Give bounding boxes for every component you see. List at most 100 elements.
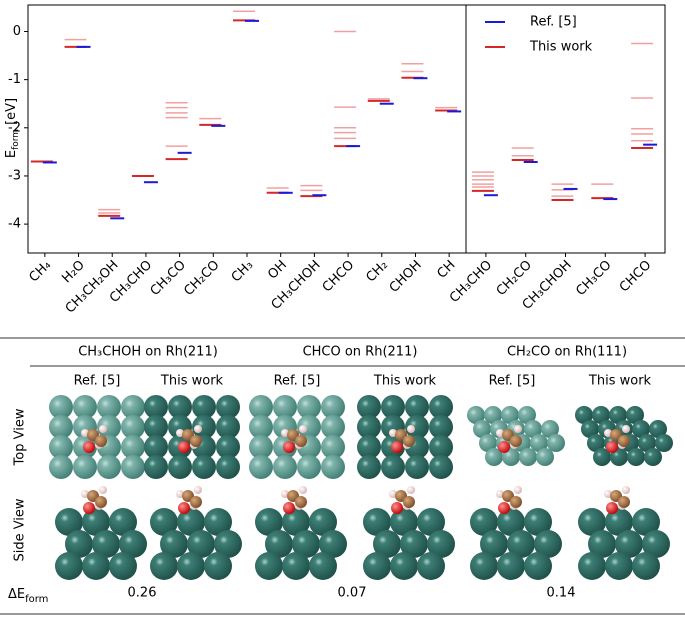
atom [510,435,522,447]
atom [204,508,232,536]
atom [194,486,202,494]
atom [49,395,73,419]
x-tick-label: CH₂CO [181,258,222,299]
atom [49,435,73,459]
atom [357,395,381,419]
atom [547,434,565,452]
delta-value: 0.07 [338,586,367,601]
atom [518,406,536,424]
atom [283,502,295,514]
atom [216,415,240,439]
atom [82,508,110,536]
atom [400,530,428,558]
atom [190,496,202,508]
x-tick-label: CH₃ [229,258,257,286]
atom [178,441,190,453]
atom [618,496,630,508]
atom [391,502,403,514]
y-label-sub: form [11,129,21,150]
atom [216,395,240,419]
atom [429,455,453,479]
atom [390,552,418,580]
atom [282,508,310,536]
atom [82,552,110,580]
x-tick-label: CH₄ [27,258,55,286]
column-title: CHCO on Rh(211) [303,345,418,360]
structure-image [467,406,565,466]
atom [273,455,297,479]
delta-label-sub: form [25,594,48,605]
atom [417,552,445,580]
x-tick-label: CH₃CO [573,258,614,299]
atom [49,415,73,439]
atom [255,552,283,580]
atom [255,508,283,536]
atom [299,425,307,433]
atom [92,530,120,558]
atom [283,441,295,453]
atom [187,530,215,558]
atom [109,552,137,580]
atom [480,530,508,558]
atom [121,415,145,439]
atom [407,486,415,494]
atom [321,395,345,419]
atom [498,502,510,514]
atom [292,530,320,558]
atom [593,448,611,466]
x-tick-label: CHCO [617,258,655,296]
atom [357,435,381,459]
atom [192,455,216,479]
atom [357,415,381,439]
atom [618,435,630,447]
atom [588,530,616,558]
atom [575,406,593,424]
column-subheader: Ref. [5] [489,374,536,389]
atom [381,395,405,419]
atom [99,486,107,494]
y-tick-label: 0 [13,24,21,39]
atom [297,395,321,419]
atom [319,530,347,558]
atom [373,530,401,558]
atom [168,395,192,419]
structure-image [150,486,242,580]
atom [121,395,145,419]
atom [390,508,418,536]
column-title: CH₂CO on Rh(111) [507,345,627,360]
structure-image [363,486,455,580]
atom [497,508,525,536]
atom [321,435,345,459]
atom [265,530,293,558]
atom [514,486,522,494]
atom [632,420,650,438]
atom [99,425,107,433]
atom [403,435,415,447]
atom [632,552,660,580]
structure-image [575,406,673,466]
x-tick-label: CHCO [320,258,358,296]
atom [55,508,83,536]
atom [405,455,429,479]
x-tick-label: CH₃CO [148,258,189,299]
atom [429,395,453,419]
atom [357,455,381,479]
atom [578,508,606,536]
atom [144,455,168,479]
atom [405,395,429,419]
atom [249,395,273,419]
atom [363,508,391,536]
atom [649,420,667,438]
column-subheader: This work [588,374,652,389]
atom [309,552,337,580]
atom [273,395,297,419]
column-subheader: This work [373,374,437,389]
atom [121,435,145,459]
atom [295,496,307,508]
atom [299,486,307,494]
atom [109,508,137,536]
x-tick-label: OH [265,258,290,283]
y-tick-label: -4 [8,217,21,232]
atom [510,496,522,508]
delta-label-main: ΔE [8,587,25,602]
